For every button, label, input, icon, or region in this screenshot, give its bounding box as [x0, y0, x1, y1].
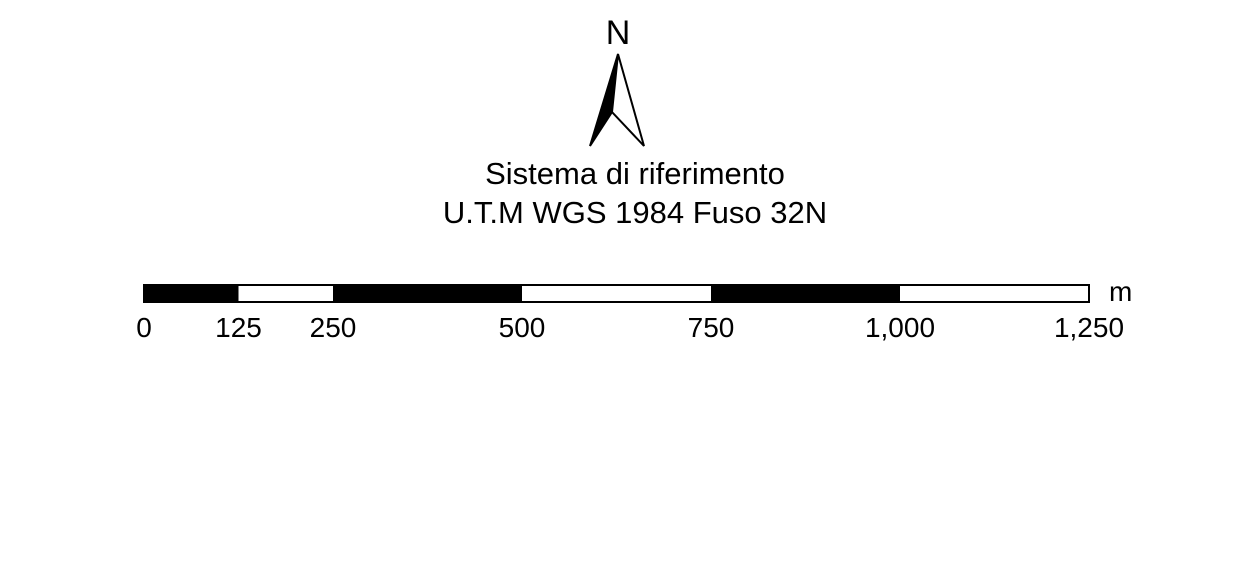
scale-bar: 0 125 250 500 750 1,000 1,250 m — [136, 276, 1132, 343]
scale-bar-segment — [522, 285, 711, 302]
north-arrow-icon — [589, 53, 645, 147]
scale-bar-tick-label: 0 — [136, 312, 152, 343]
scale-bar-segment — [900, 285, 1089, 302]
scale-bar-tick-label: 1,000 — [865, 312, 935, 343]
scale-bar-tick-label: 750 — [688, 312, 735, 343]
scale-bar-tick-label: 250 — [310, 312, 357, 343]
scale-bar-tick-label: 500 — [499, 312, 546, 343]
north-arrow-light-half — [610, 53, 645, 147]
north-label: N — [606, 14, 631, 52]
scale-bar-segment — [333, 285, 522, 302]
scale-bar-segment — [711, 285, 900, 302]
scale-bar-segment — [144, 285, 239, 302]
scale-bar-segment — [238, 285, 333, 302]
scale-bar-unit: m — [1109, 276, 1132, 307]
reference-system-line2: U.T.M WGS 1984 Fuso 32N — [443, 195, 827, 230]
scale-bar-segments — [144, 285, 1089, 302]
north-arrow: N — [589, 14, 645, 147]
scale-bar-tick-label: 1,250 — [1054, 312, 1124, 343]
scale-bar-labels: 0 125 250 500 750 1,000 1,250 — [136, 312, 1124, 343]
scale-bar-tick-label: 125 — [215, 312, 262, 343]
scale-bar-outline — [143, 284, 1090, 303]
reference-system-line1: Sistema di riferimento — [485, 156, 785, 191]
reference-system: Sistema di riferimento U.T.M WGS 1984 Fu… — [443, 156, 827, 230]
